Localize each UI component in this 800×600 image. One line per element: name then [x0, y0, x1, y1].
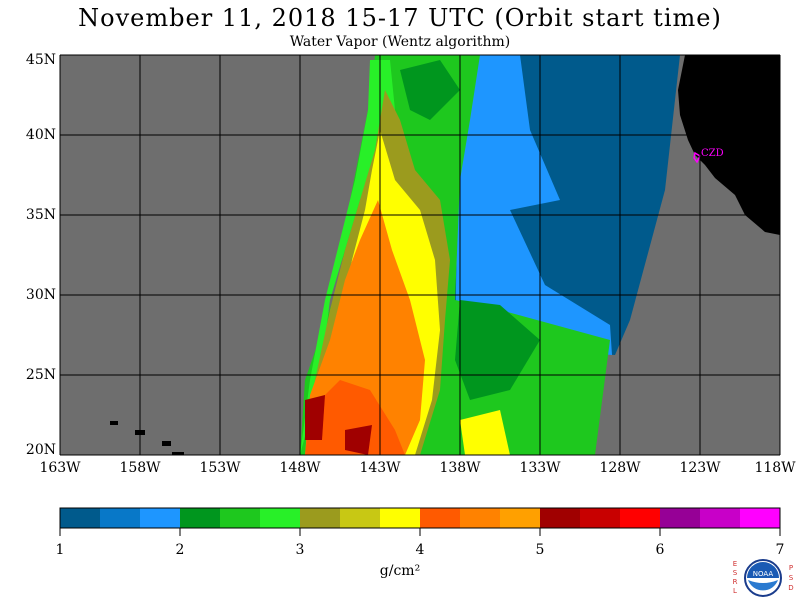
swath-dark-green — [400, 60, 460, 120]
lon-label: 123W — [679, 460, 721, 476]
lat-label: 30N — [25, 287, 56, 303]
lat-label: 40N — [25, 127, 56, 143]
map-subtitle: Water Vapor (Wentz algorithm) — [289, 34, 511, 50]
logo-letter-right: D — [788, 584, 793, 592]
lat-label: 25N — [25, 367, 56, 383]
colorbar-tick: 4 — [415, 542, 425, 558]
hawaii-island-1 — [110, 421, 118, 425]
colorbar-tick: 2 — [175, 542, 185, 558]
lat-label: 35N — [25, 207, 56, 223]
lon-label: 133W — [519, 460, 561, 476]
lon-label: 128W — [599, 460, 641, 476]
lon-label: 143W — [359, 460, 401, 476]
colorbar-tick: 3 — [295, 542, 305, 558]
station-label: CZD — [701, 148, 724, 159]
swath-yellow-south — [460, 410, 510, 455]
logo-letter-left: S — [733, 569, 738, 577]
lon-label: 148W — [279, 460, 321, 476]
swath-low-vapor-blue — [455, 55, 612, 355]
logo-letter-right: P — [789, 564, 793, 572]
logo-letter-left: L — [733, 587, 737, 595]
noaa-logo: NOAA E S R L P S D — [733, 559, 794, 597]
colorbar-tick: 6 — [655, 542, 665, 558]
graticule — [59, 54, 781, 456]
logo-letter-right: S — [789, 574, 794, 582]
colorbar-tick: 5 — [535, 542, 545, 558]
logo-letter-left: E — [733, 560, 737, 568]
lon-label: 153W — [199, 460, 241, 476]
hawaii-island-4 — [172, 452, 184, 455]
colorbar-units: g/cm² — [379, 563, 421, 579]
colorbar-tick: 1 — [55, 542, 65, 558]
swath-dark-red-2 — [345, 425, 372, 455]
hawaii-island-3 — [162, 441, 171, 446]
swath-dark-red — [305, 395, 325, 440]
colorbar-tick: 7 — [775, 542, 785, 558]
logo-letter-left: R — [733, 578, 738, 586]
lat-label: 20N — [25, 442, 56, 458]
map-title: November 11, 2018 15-17 UTC (Orbit start… — [78, 4, 722, 32]
station-marker — [693, 151, 701, 164]
coastline-land — [678, 55, 780, 235]
logo-text: NOAA — [753, 570, 774, 578]
lon-label: 138W — [439, 460, 481, 476]
swath-bright-green — [300, 60, 395, 455]
lon-label: 163W — [39, 460, 81, 476]
lon-label: 158W — [119, 460, 161, 476]
lat-label: 45N — [25, 52, 56, 68]
lon-label: 118W — [754, 460, 796, 476]
